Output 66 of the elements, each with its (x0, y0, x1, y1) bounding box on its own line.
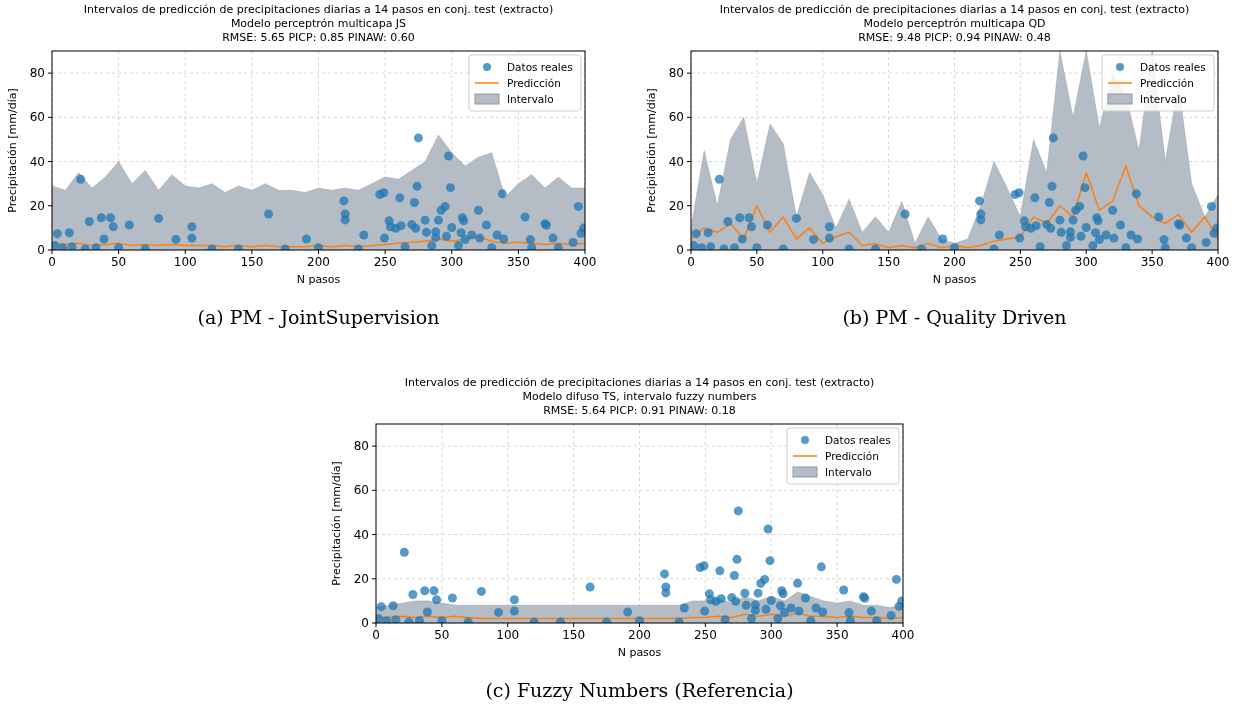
legend-label: Datos reales (1140, 61, 1206, 73)
legend-label: Predicción (825, 450, 879, 462)
x-tick-label: 250 (373, 255, 397, 269)
x-tick-label: 300 (759, 628, 783, 642)
x-tick-label: 200 (628, 628, 651, 642)
y-tick-label: 0 (676, 243, 684, 257)
x-tick-label: 150 (877, 255, 901, 269)
x-tick-label: 200 (307, 255, 330, 269)
y-tick-label: 40 (668, 154, 684, 169)
x-tick-label: 250 (693, 628, 717, 642)
x-tick-label: 150 (240, 255, 264, 269)
legend-label: Datos reales (507, 61, 573, 73)
x-tick-label: 250 (1008, 255, 1032, 269)
y-tick-label: 20 (353, 571, 369, 586)
text: (b) PM - Quality Driven (842, 306, 1067, 328)
x-tick-label: 400 (1206, 255, 1230, 269)
x-tick-label: 0 (687, 255, 695, 269)
y-tick-label: 0 (37, 243, 45, 257)
x-axis-title: N pasos (932, 273, 977, 286)
y-tick-label: 60 (29, 110, 45, 125)
x-tick-label: 350 (825, 628, 849, 642)
x-tick-label: 100 (496, 628, 520, 642)
x-tick-label: 400 (891, 628, 915, 642)
legend-label: Intervalo (825, 466, 872, 478)
legend-label: Intervalo (1140, 93, 1187, 105)
x-tick-label: 200 (943, 255, 966, 269)
chart-subtitle: Modelo perceptrón multicapa JS RMSE: 5.65 PICP: 0.85 PINAW: 0.60 (222, 17, 415, 44)
y-tick-label: 60 (668, 110, 684, 125)
y-tick-label: 80 (353, 439, 369, 454)
x-tick-label: 50 (434, 628, 450, 642)
y-tick-label: 40 (353, 527, 369, 542)
y-axis-title: Precipitación [mm/día] (330, 461, 343, 586)
legend-label: Predicción (507, 77, 561, 89)
y-tick-label: 80 (29, 66, 45, 81)
x-tick-label: 300 (1074, 255, 1098, 269)
y-tick-label: 20 (668, 198, 684, 213)
y-axis-title: Precipitación [mm/día] (645, 88, 658, 213)
x-tick-label: 350 (506, 255, 530, 269)
chart-title: Intervalos de predicción de precipitaciones diarias a 14 pasos en conj. test (extracto) (719, 3, 1190, 16)
chart-subtitle: Modelo perceptrón multicapa QD RMSE: 9.48 PICP: 0.94 PINAW: 0.48 (858, 17, 1051, 44)
legend-label: Intervalo (507, 93, 554, 105)
x-tick-label: 150 (562, 628, 586, 642)
y-axis-title: Precipitación [mm/día] (6, 88, 19, 213)
y-tick-label: 40 (29, 154, 45, 169)
x-tick-label: 50 (110, 255, 127, 269)
x-tick-label: 0 (48, 255, 56, 269)
x-axis-title: N pasos (296, 273, 341, 286)
chart-title: Intervalos de predicción de precipitaciones diarias a 14 pasos en conj. test (extracto) (83, 3, 554, 16)
x-axis-title: N pasos (617, 646, 662, 659)
x-tick-label: 50 (749, 255, 765, 269)
chart-title: Intervalos de predicción de precipitaciones diarias a 14 pasos en conj. test (extracto) (404, 376, 875, 389)
x-tick-label: 100 (173, 255, 197, 269)
legend-label: Predicción (1140, 77, 1194, 89)
x-tick-label: 100 (811, 255, 835, 269)
y-tick-label: 80 (668, 66, 684, 81)
y-tick-label: 60 (353, 483, 369, 498)
y-tick-label: 0 (361, 616, 369, 630)
text: (a) PM - JointSupervision (197, 306, 440, 328)
x-tick-label: 0 (372, 628, 380, 642)
chart-subtitle: Modelo difuso TS, intervalo fuzzy numbers RMSE: 5.64 PICP: 0.91 PINAW: 0.18 (522, 390, 757, 417)
legend-label: Datos reales (825, 434, 891, 446)
text: (c) Fuzzy Numbers (Referencia) (485, 679, 794, 701)
x-tick-label: 350 (1140, 255, 1164, 269)
x-tick-label: 300 (440, 255, 464, 269)
y-tick-label: 20 (29, 198, 45, 213)
x-tick-label: 400 (573, 255, 597, 269)
